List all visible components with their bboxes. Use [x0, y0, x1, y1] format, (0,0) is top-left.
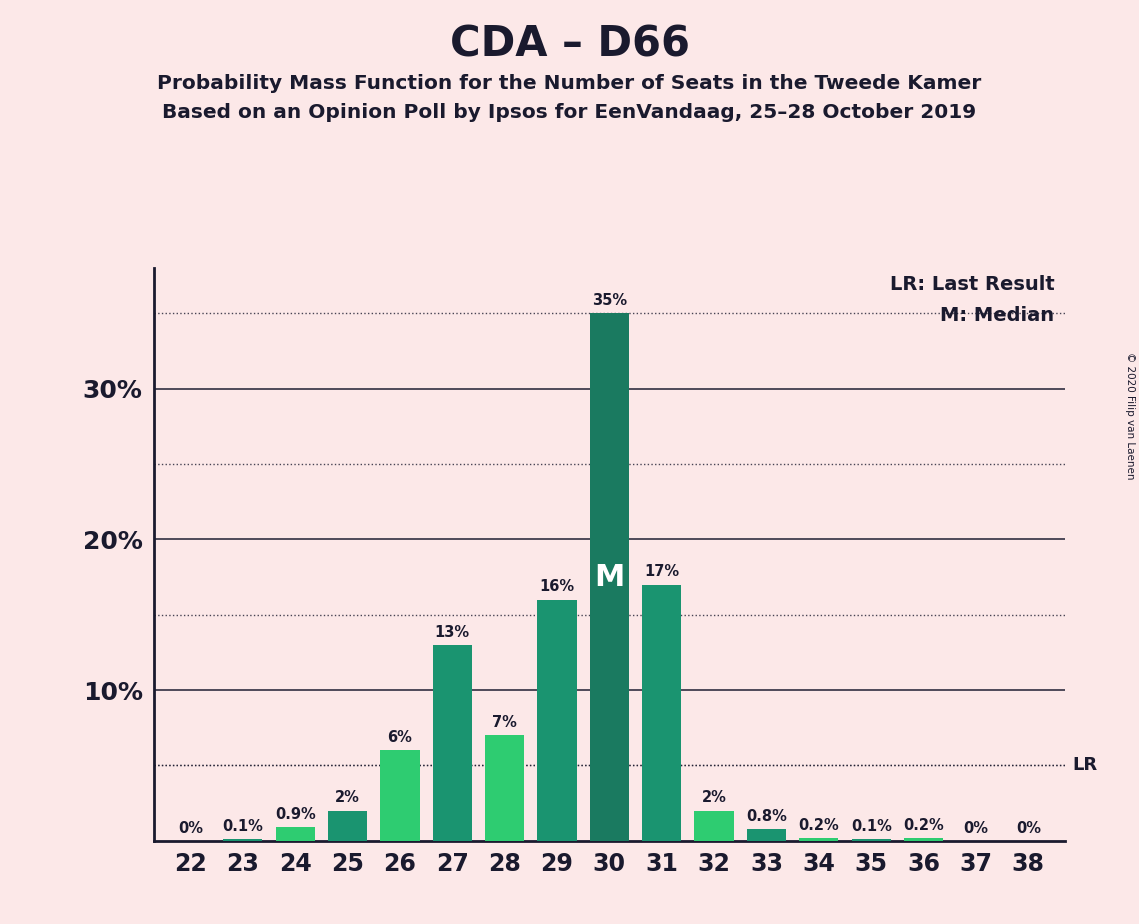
Text: © 2020 Filip van Laenen: © 2020 Filip van Laenen	[1125, 352, 1134, 480]
Text: 7%: 7%	[492, 715, 517, 730]
Text: 17%: 17%	[645, 565, 679, 579]
Text: 0.1%: 0.1%	[851, 819, 892, 834]
Text: M: Median: M: Median	[941, 306, 1055, 324]
Bar	[328, 810, 367, 841]
Text: 0.1%: 0.1%	[222, 819, 263, 834]
Bar	[904, 838, 943, 841]
Text: 2%: 2%	[335, 790, 360, 806]
Text: 0.2%: 0.2%	[903, 818, 944, 833]
Text: CDA – D66: CDA – D66	[450, 23, 689, 65]
Text: LR: Last Result: LR: Last Result	[890, 275, 1055, 295]
Text: 35%: 35%	[592, 293, 626, 308]
Text: 16%: 16%	[540, 579, 574, 594]
Bar	[642, 585, 681, 841]
Text: 0%: 0%	[178, 821, 203, 835]
Bar	[380, 750, 419, 841]
Text: 0%: 0%	[964, 821, 989, 835]
Text: 0.9%: 0.9%	[274, 807, 316, 822]
Bar	[852, 839, 891, 841]
Bar	[747, 829, 786, 841]
Text: 13%: 13%	[435, 625, 469, 639]
Text: 0.2%: 0.2%	[798, 818, 839, 833]
Text: 6%: 6%	[387, 730, 412, 745]
Text: LR: LR	[1072, 757, 1097, 774]
Bar	[223, 839, 262, 841]
Bar	[276, 827, 314, 841]
Bar	[433, 645, 472, 841]
Text: 2%: 2%	[702, 790, 727, 806]
Text: Probability Mass Function for the Number of Seats in the Tweede Kamer: Probability Mass Function for the Number…	[157, 74, 982, 93]
Text: 0%: 0%	[1016, 821, 1041, 835]
Bar	[590, 313, 629, 841]
Bar	[695, 810, 734, 841]
Text: 0.8%: 0.8%	[746, 808, 787, 823]
Text: M: M	[595, 563, 624, 591]
Bar	[485, 736, 524, 841]
Bar	[538, 600, 576, 841]
Text: Based on an Opinion Poll by Ipsos for EenVandaag, 25–28 October 2019: Based on an Opinion Poll by Ipsos for Ee…	[163, 103, 976, 123]
Bar	[800, 838, 838, 841]
